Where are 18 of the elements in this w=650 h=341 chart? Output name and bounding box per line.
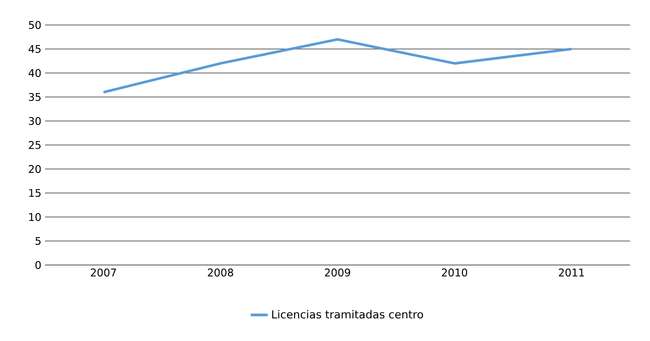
y-tick-label: 40 — [28, 69, 41, 77]
x-tick-label: 2010 — [442, 268, 468, 276]
y-tick-label: 10 — [29, 213, 41, 221]
y-tick-label: 15 — [29, 189, 41, 197]
y-tick-label: 50 — [28, 21, 41, 29]
x-tick-label: 2007 — [90, 268, 116, 276]
x-tick-label: 2011 — [558, 268, 584, 276]
legend-label: Licencias tramitadas centro — [272, 310, 424, 319]
x-tick-label: 2008 — [208, 268, 234, 276]
x-tick-label: 2009 — [324, 268, 350, 276]
y-tick-label: 45 — [28, 45, 41, 53]
y-tick-label: 20 — [28, 165, 41, 173]
line-series — [102, 38, 573, 94]
y-tick-label: 30 — [28, 117, 41, 125]
y-tick-label: 5 — [36, 237, 41, 245]
y-tick-label: 25 — [28, 141, 41, 149]
y-tick-label: 0 — [35, 261, 41, 269]
y-tick-label: 35 — [28, 93, 41, 101]
